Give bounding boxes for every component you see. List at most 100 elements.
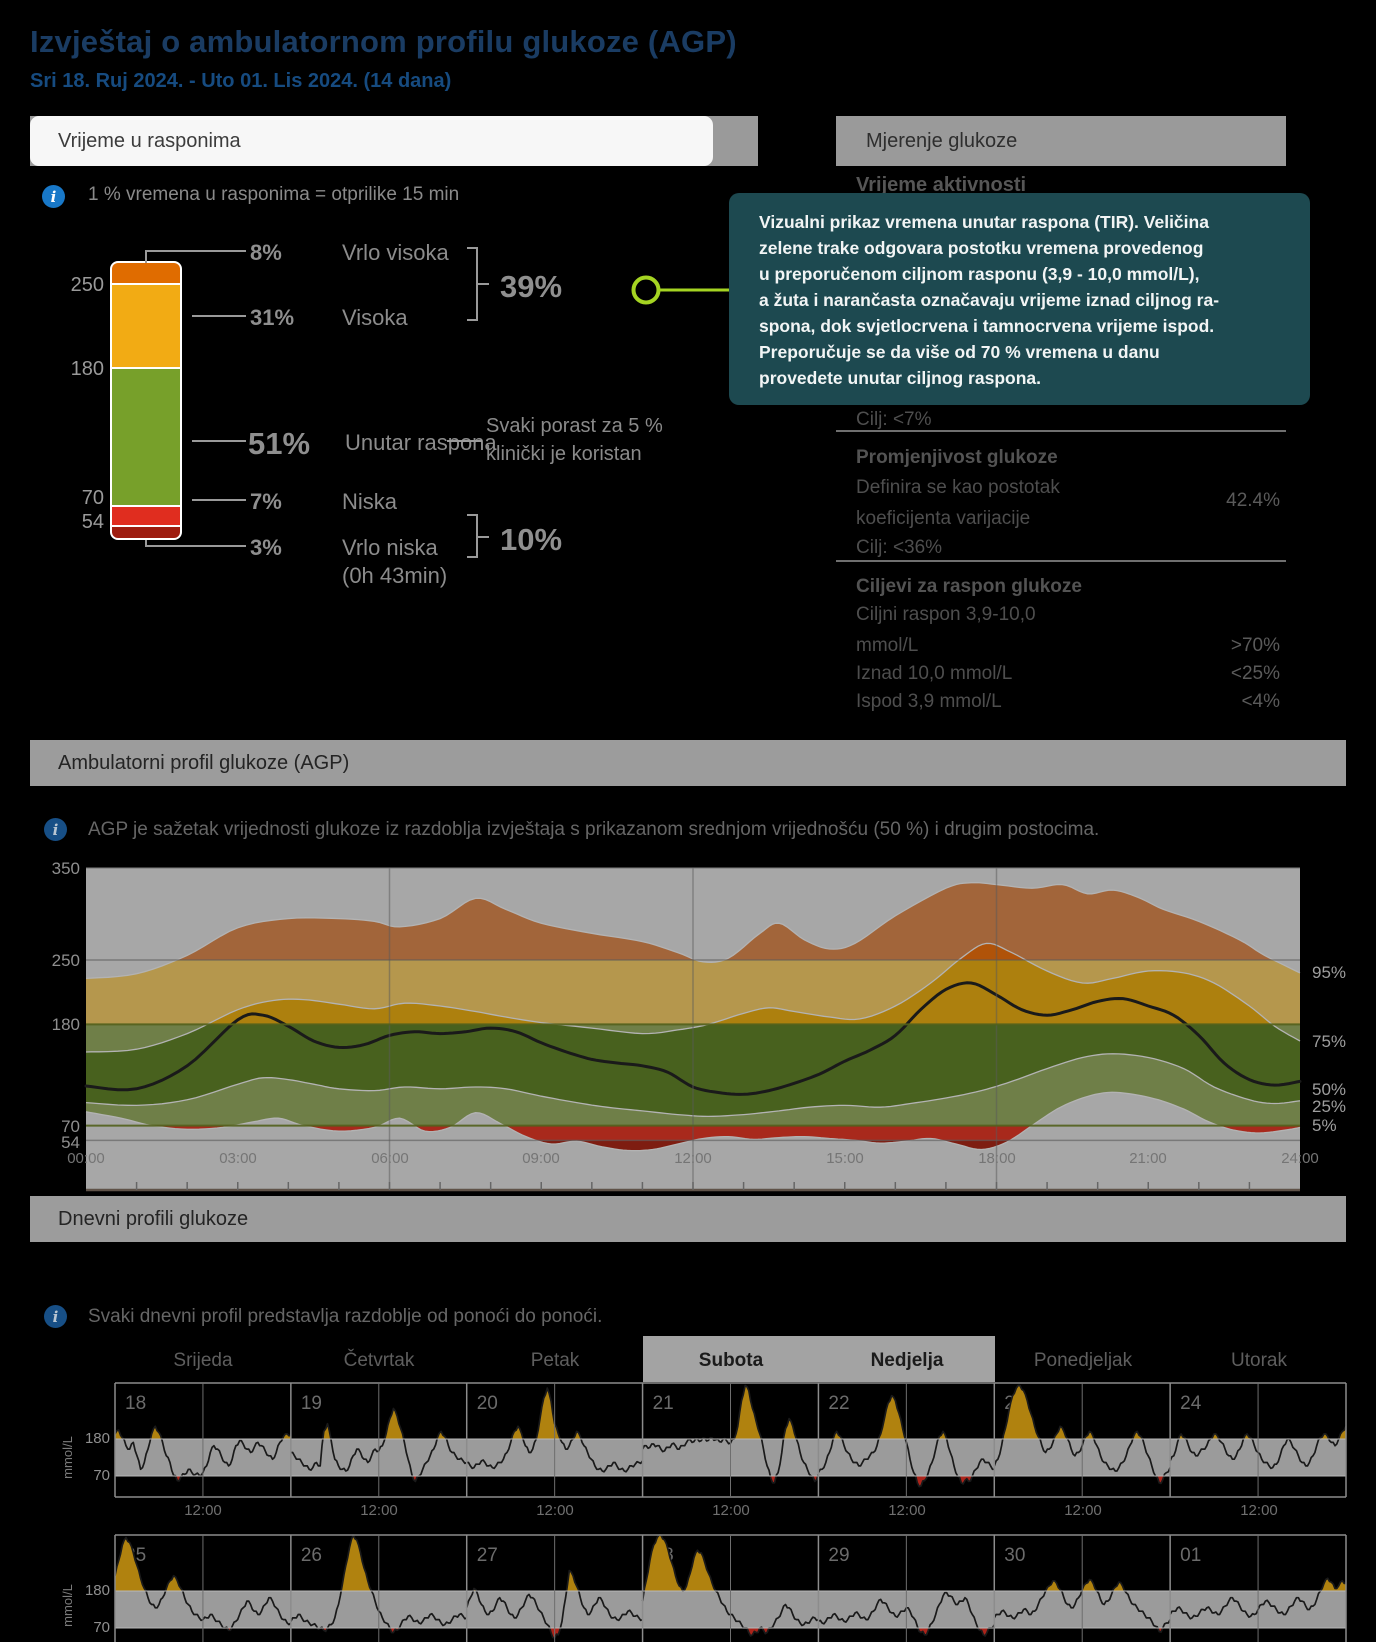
- target-range-line1: Ciljni raspon 3,9-10,0: [856, 604, 1036, 625]
- noon-label: 12:00: [712, 1502, 750, 1519]
- agp-median-line: [84, 981, 1302, 1096]
- bar-segment-high: [112, 285, 180, 367]
- variability-goal: Cilj: <36%: [856, 537, 943, 558]
- day-number: 29: [828, 1545, 849, 1566]
- bar-axis-180: 180: [70, 358, 104, 380]
- day-number: 19: [301, 1393, 322, 1414]
- daily-unit-label: mmol/L: [59, 1584, 75, 1627]
- pct-in-range: 51%: [248, 426, 311, 461]
- day-number: 30: [1004, 1545, 1025, 1566]
- tooltip-line: zelene trake odgovara postotku vremena p…: [759, 238, 1204, 258]
- target-range-line2: mmol/L: [856, 635, 919, 656]
- noon-label: 12:00: [360, 1502, 398, 1519]
- agp-section-header[interactable]: Ambulatorni profil glukoze (AGP): [30, 740, 1346, 786]
- agp-xtick: 18:00: [978, 1150, 1016, 1167]
- agp-xtick: 15:00: [826, 1150, 864, 1167]
- bar-segment-very-high: [112, 263, 180, 283]
- tir-tooltip: Vizualni prikaz vremena unutar raspona (…: [729, 193, 1310, 405]
- daily-unit-label: mmol/L: [59, 1436, 75, 1479]
- pct-75-label: 75%: [1312, 1032, 1347, 1051]
- pct-low: 7%: [250, 489, 282, 514]
- divider: [836, 560, 1286, 562]
- daily-ytick-180: 180: [84, 1430, 110, 1447]
- info-icon[interactable]: i: [42, 185, 65, 208]
- variability-title: Promjenjivost glukoze: [856, 447, 1058, 468]
- label-low: Niska: [342, 489, 398, 514]
- target-range-value: >70%: [1230, 635, 1280, 656]
- dayname-cetvrtak: Četvrtak: [343, 1350, 415, 1371]
- daily-section-header[interactable]: Dnevni profili glukoze: [30, 1196, 1346, 1242]
- agp-ytick-70: 70: [61, 1117, 80, 1136]
- metric-sensor-activity: Vrijeme aktivnosti: [856, 174, 1027, 196]
- label-very-low-duration: (0h 43min): [342, 563, 448, 588]
- day-number: 01: [1180, 1545, 1201, 1566]
- info-icon[interactable]: i: [44, 1305, 67, 1328]
- agp-ytick-180: 180: [51, 1015, 80, 1034]
- dayname-subota: Subota: [698, 1350, 764, 1371]
- pct-above-total: 39%: [500, 269, 563, 304]
- pct-high: 31%: [250, 305, 295, 330]
- daily-info-text: Svaki dnevni profil predstavlja razdoblj…: [88, 1306, 603, 1327]
- dayname-utorak: Utorak: [1231, 1350, 1287, 1371]
- day-number: 27: [477, 1545, 498, 1566]
- tir-note-line1: Svaki porast za 5 %: [486, 415, 663, 437]
- agp-chart: [84, 867, 1302, 1192]
- dayname-nedjelja: Nedjelja: [870, 1350, 944, 1371]
- dayname-petak: Petak: [530, 1350, 580, 1371]
- agp-xtick: 06:00: [371, 1150, 409, 1167]
- tooltip-line: spona, dok svjetlocrvena i tamnocrvena v…: [759, 316, 1215, 336]
- noon-label: 12:00: [888, 1502, 926, 1519]
- tooltip-line: provedete unutar ciljnog raspona.: [759, 368, 1041, 388]
- agp-xtick: 24:00: [1281, 1150, 1319, 1167]
- agp-xtick: 00:00: [67, 1150, 105, 1167]
- day-number: 26: [301, 1545, 322, 1566]
- daily-section-title: Dnevni profili glukoze: [58, 1207, 249, 1230]
- below-range-label: Ispod 3,9 mmol/L: [856, 691, 1002, 712]
- pct-very-low: 3%: [250, 535, 282, 560]
- tooltip-line: Preporučuje se da više od 70 % vremena u…: [759, 342, 1160, 362]
- tooltip-line: a žuta i narančasta označavaju vrijeme i…: [759, 290, 1220, 310]
- agp-section-title: Ambulatorni profil glukoze (AGP): [58, 751, 350, 774]
- info-icon[interactable]: i: [44, 818, 67, 841]
- day-number: 18: [125, 1393, 146, 1414]
- above-range-value: <25%: [1230, 663, 1280, 684]
- day-number: 21: [653, 1393, 674, 1414]
- agp-xtick: 03:00: [219, 1150, 257, 1167]
- dayname-srijeda: Srijeda: [173, 1350, 233, 1371]
- bar-axis-54: 54: [81, 511, 104, 533]
- weekend-highlight: [643, 1336, 995, 1382]
- agp-xtick: 12:00: [674, 1150, 712, 1167]
- label-in-range: Unutar raspona: [345, 430, 497, 455]
- agp-xtick: 09:00: [522, 1150, 560, 1167]
- bar-segment-low: [112, 507, 180, 525]
- label-high: Visoka: [342, 305, 408, 330]
- noon-label: 12:00: [1240, 1502, 1278, 1519]
- tab-time-in-ranges-label: Vrijeme u rasponima: [58, 129, 241, 152]
- agp-info-text: AGP je sažetak vrijednosti glukoze iz ra…: [88, 819, 1100, 840]
- report-date-range: Sri 18. Ruj 2024. - Uto 01. Lis 2024. (1…: [30, 70, 452, 92]
- daily-ytick-180: 180: [84, 1582, 110, 1599]
- bar-segment-very-low: [112, 527, 180, 538]
- tooltip-line: Vizualni prikaz vremena unutar raspona (…: [759, 212, 1209, 232]
- noon-label: 12:00: [1064, 1502, 1102, 1519]
- bar-axis-70: 70: [81, 487, 104, 509]
- variability-value: 42.4%: [1226, 490, 1280, 511]
- below-range-value: <4%: [1241, 691, 1280, 712]
- label-very-high: Vrlo visoka: [342, 240, 449, 265]
- tab-time-in-ranges[interactable]: Vrijeme u rasponima: [30, 116, 713, 166]
- daily-ytick-70: 70: [93, 1619, 110, 1636]
- a1c-goal: Cilj: <7%: [856, 409, 932, 430]
- divider: [836, 430, 1286, 432]
- label-very-low: Vrlo niska: [342, 535, 438, 560]
- noon-label: 12:00: [536, 1502, 574, 1519]
- agp-ytick-250: 250: [51, 951, 80, 970]
- noon-label: 12:00: [184, 1502, 222, 1519]
- day-number: 24: [1180, 1393, 1202, 1414]
- agp-ytick-54: 54: [61, 1133, 80, 1152]
- variability-desc2: koeficijenta varijacije: [856, 508, 1031, 529]
- tab-glucose-metrics[interactable]: Mjerenje glukoze: [836, 116, 1286, 166]
- above-range-label: Iznad 10,0 mmol/L: [856, 663, 1013, 684]
- time-in-ranges-bar: [110, 261, 182, 540]
- tab-glucose-metrics-label: Mjerenje glukoze: [866, 129, 1018, 152]
- day-number: 20: [477, 1393, 498, 1414]
